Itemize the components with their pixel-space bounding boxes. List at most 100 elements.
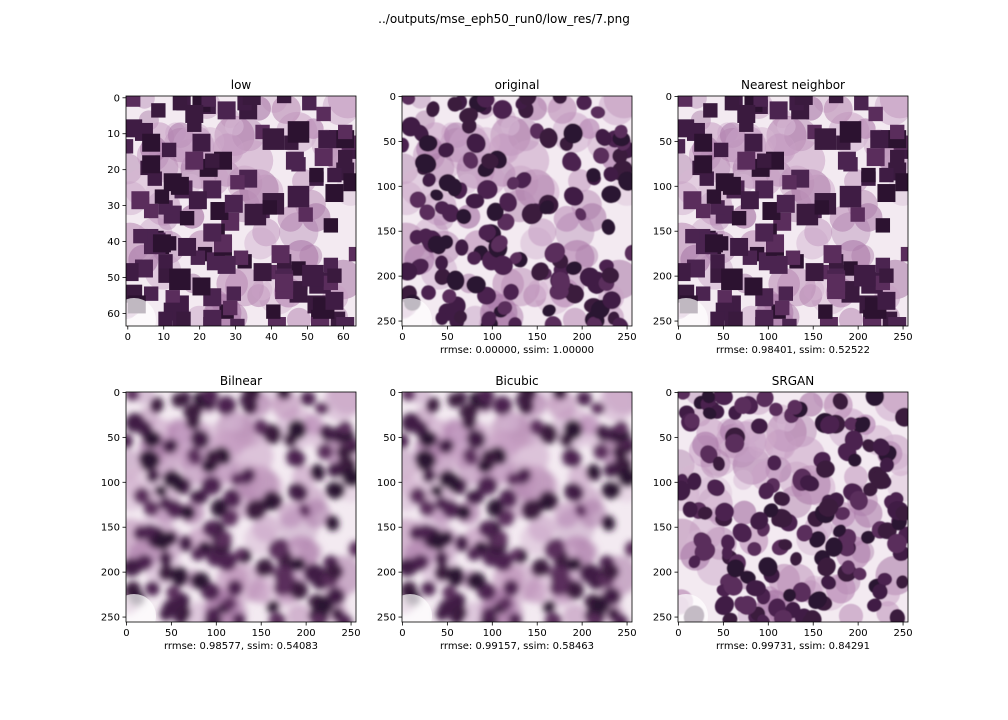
y-tick-label: 50 (383, 137, 396, 148)
x-tick-label: 150 (528, 332, 547, 343)
cell-nucleus (854, 96, 869, 111)
cell-nucleus (823, 245, 842, 264)
cell-nucleus (714, 502, 734, 522)
cell-nucleus (309, 167, 324, 183)
cell-nucleus (695, 286, 711, 301)
cell-nucleus (191, 547, 205, 561)
x-tick-label: 250 (894, 628, 913, 639)
cytoplasm-blob (271, 392, 301, 420)
cell-nucleus (126, 263, 139, 282)
cell-nucleus (747, 542, 762, 556)
cell-nucleus (593, 443, 610, 460)
y-tick-label: 100 (377, 478, 396, 489)
cell-nucleus (438, 142, 455, 158)
cell-nucleus (699, 171, 714, 186)
cytoplasm-blob (251, 279, 273, 301)
cell-nucleus (201, 392, 219, 404)
x-tick-label: 200 (849, 628, 868, 639)
cell-nucleus (186, 447, 203, 465)
cell-nucleus (601, 185, 622, 203)
cytoplasm-blob (598, 96, 632, 126)
cell-nucleus (217, 101, 236, 120)
cell-nucleus (868, 106, 883, 122)
cell-nucleus (602, 291, 621, 310)
cell-nucleus (750, 511, 769, 530)
cell-nucleus (792, 582, 811, 603)
cytoplasm-blob (796, 227, 829, 260)
cell-nucleus (618, 171, 632, 191)
cell-nucleus (799, 475, 820, 492)
cell-nucleus (896, 575, 908, 589)
cell-nucleus (481, 153, 499, 169)
cell-nucleus (694, 155, 713, 174)
cell-nucleus (303, 563, 324, 583)
cell-nucleus (863, 482, 878, 497)
cell-nucleus (455, 239, 469, 256)
cell-nucleus (796, 524, 813, 542)
cell-nucleus (467, 251, 481, 265)
cytoplasm-blob (303, 414, 324, 435)
cell-nucleus (723, 576, 743, 596)
cell-nucleus (687, 472, 702, 491)
cell-nucleus (688, 555, 701, 569)
x-tick-label: 100 (207, 628, 226, 639)
cell-nucleus (595, 424, 612, 443)
cell-nucleus (602, 587, 621, 606)
cell-nucleus (740, 570, 756, 585)
cell-nucleus (316, 106, 331, 122)
cell-nucleus (338, 420, 352, 435)
cell-nucleus (223, 300, 238, 316)
cell-nucleus (233, 548, 246, 561)
cell-nucleus (722, 612, 738, 622)
cell-nucleus (142, 431, 162, 448)
cell-nucleus (317, 443, 334, 460)
cell-nucleus (889, 609, 905, 622)
cell-nucleus (762, 202, 781, 220)
cell-nucleus (419, 204, 436, 221)
cell-nucleus (563, 419, 583, 440)
cell-nucleus (763, 503, 779, 518)
cell-nucleus (169, 268, 191, 291)
cell-nucleus (562, 447, 580, 467)
cell-nucleus (325, 184, 344, 203)
cytoplasm-blob (776, 116, 796, 136)
axes-frame (677, 95, 909, 327)
cytoplasm-blob (803, 279, 825, 301)
cell-nucleus (146, 469, 160, 483)
cell-nucleus (879, 167, 894, 183)
cell-nucleus (298, 207, 313, 222)
cell-nucleus (861, 530, 875, 544)
cell-nucleus (818, 304, 833, 319)
cell-nucleus (493, 551, 513, 572)
cell-nucleus (447, 96, 463, 112)
cell-nucleus (171, 474, 186, 493)
cell-nucleus (205, 607, 221, 622)
cell-nucleus (262, 200, 277, 215)
cytoplasm-blob (520, 523, 553, 556)
cell-nucleus (565, 261, 582, 275)
x-tick-label: 50 (165, 628, 178, 639)
cell-nucleus (478, 520, 496, 537)
cell-nucleus (678, 96, 693, 107)
cell-nucleus (601, 481, 622, 499)
cell-nucleus (515, 171, 532, 189)
y-tick-label: 30 (107, 201, 120, 212)
cell-nucleus (239, 467, 256, 485)
cytoplasm-blob (733, 469, 754, 490)
cell-nucleus (435, 551, 449, 567)
cell-nucleus (133, 228, 148, 244)
cytoplasm-blob (579, 414, 600, 435)
cell-nucleus (721, 534, 735, 551)
x-tick-label: 200 (573, 628, 592, 639)
cell-nucleus (683, 191, 702, 210)
cell-nucleus (756, 392, 774, 408)
cell-nucleus (221, 597, 237, 611)
cell-nucleus (348, 246, 356, 262)
cell-nucleus (162, 438, 179, 454)
cell-nucleus (734, 396, 752, 415)
cell-nucleus (753, 96, 768, 107)
cell-nucleus (287, 185, 310, 208)
cell-nucleus (817, 557, 836, 577)
image-bright-corner (678, 298, 708, 326)
cell-nucleus (402, 392, 416, 401)
